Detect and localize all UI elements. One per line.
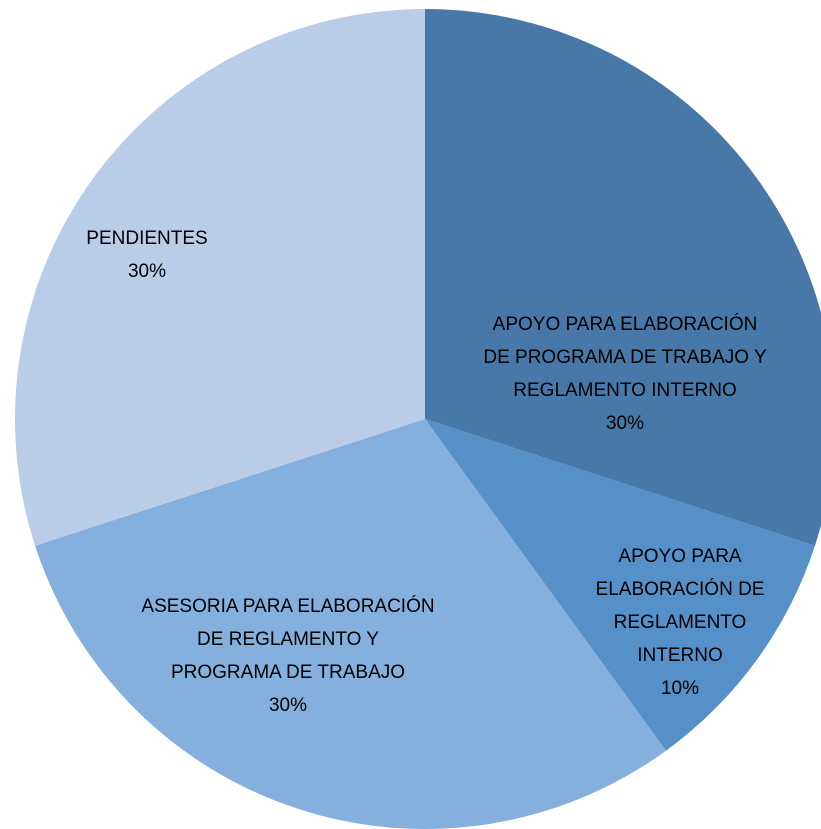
slice-label: PENDIENTES <box>86 228 207 249</box>
value-label: 30% <box>606 413 644 434</box>
label-line: APOYO PARA <box>618 546 742 567</box>
value-label: 30% <box>269 695 307 716</box>
slice-label: ASESORIA PARA ELABORACIÓN DE REGLAMENTO Y… <box>141 595 434 683</box>
pie-slice <box>35 419 666 829</box>
pie-slice <box>425 419 815 751</box>
label-line: DE PROGRAMA DE TRABAJO Y <box>483 347 767 368</box>
label-line: PENDIENTES <box>86 228 207 249</box>
label-line: ASESORIA PARA ELABORACIÓN <box>141 595 434 617</box>
pie-slice <box>425 9 821 546</box>
label-line: DE REGLAMENTO Y <box>197 629 379 650</box>
slice-label: APOYO PARA ELABORACIÓN DE PROGRAMA DE TRA… <box>483 313 767 401</box>
label-line: ELABORACIÓN DE <box>596 578 765 600</box>
value-label: 10% <box>661 678 699 699</box>
label-line: INTERNO <box>637 645 723 666</box>
value-label: 30% <box>128 261 166 282</box>
label-line: REGLAMENTO <box>614 612 747 633</box>
label-line: PROGRAMA DE TRABAJO <box>171 662 405 683</box>
label-line: APOYO PARA ELABORACIÓN <box>493 313 758 335</box>
label-line: REGLAMENTO INTERNO <box>513 380 736 401</box>
pie-slice <box>14 9 426 546</box>
slice-label: APOYO PARA ELABORACIÓN DE REGLAMENTO INTERN… <box>596 546 765 666</box>
